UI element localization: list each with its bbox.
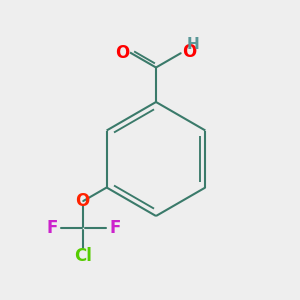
Text: H: H	[186, 37, 199, 52]
Text: Cl: Cl	[74, 247, 92, 265]
Text: O: O	[182, 43, 196, 61]
Text: F: F	[46, 219, 57, 237]
Text: F: F	[109, 219, 120, 237]
Text: O: O	[75, 192, 89, 210]
Text: O: O	[116, 44, 130, 62]
